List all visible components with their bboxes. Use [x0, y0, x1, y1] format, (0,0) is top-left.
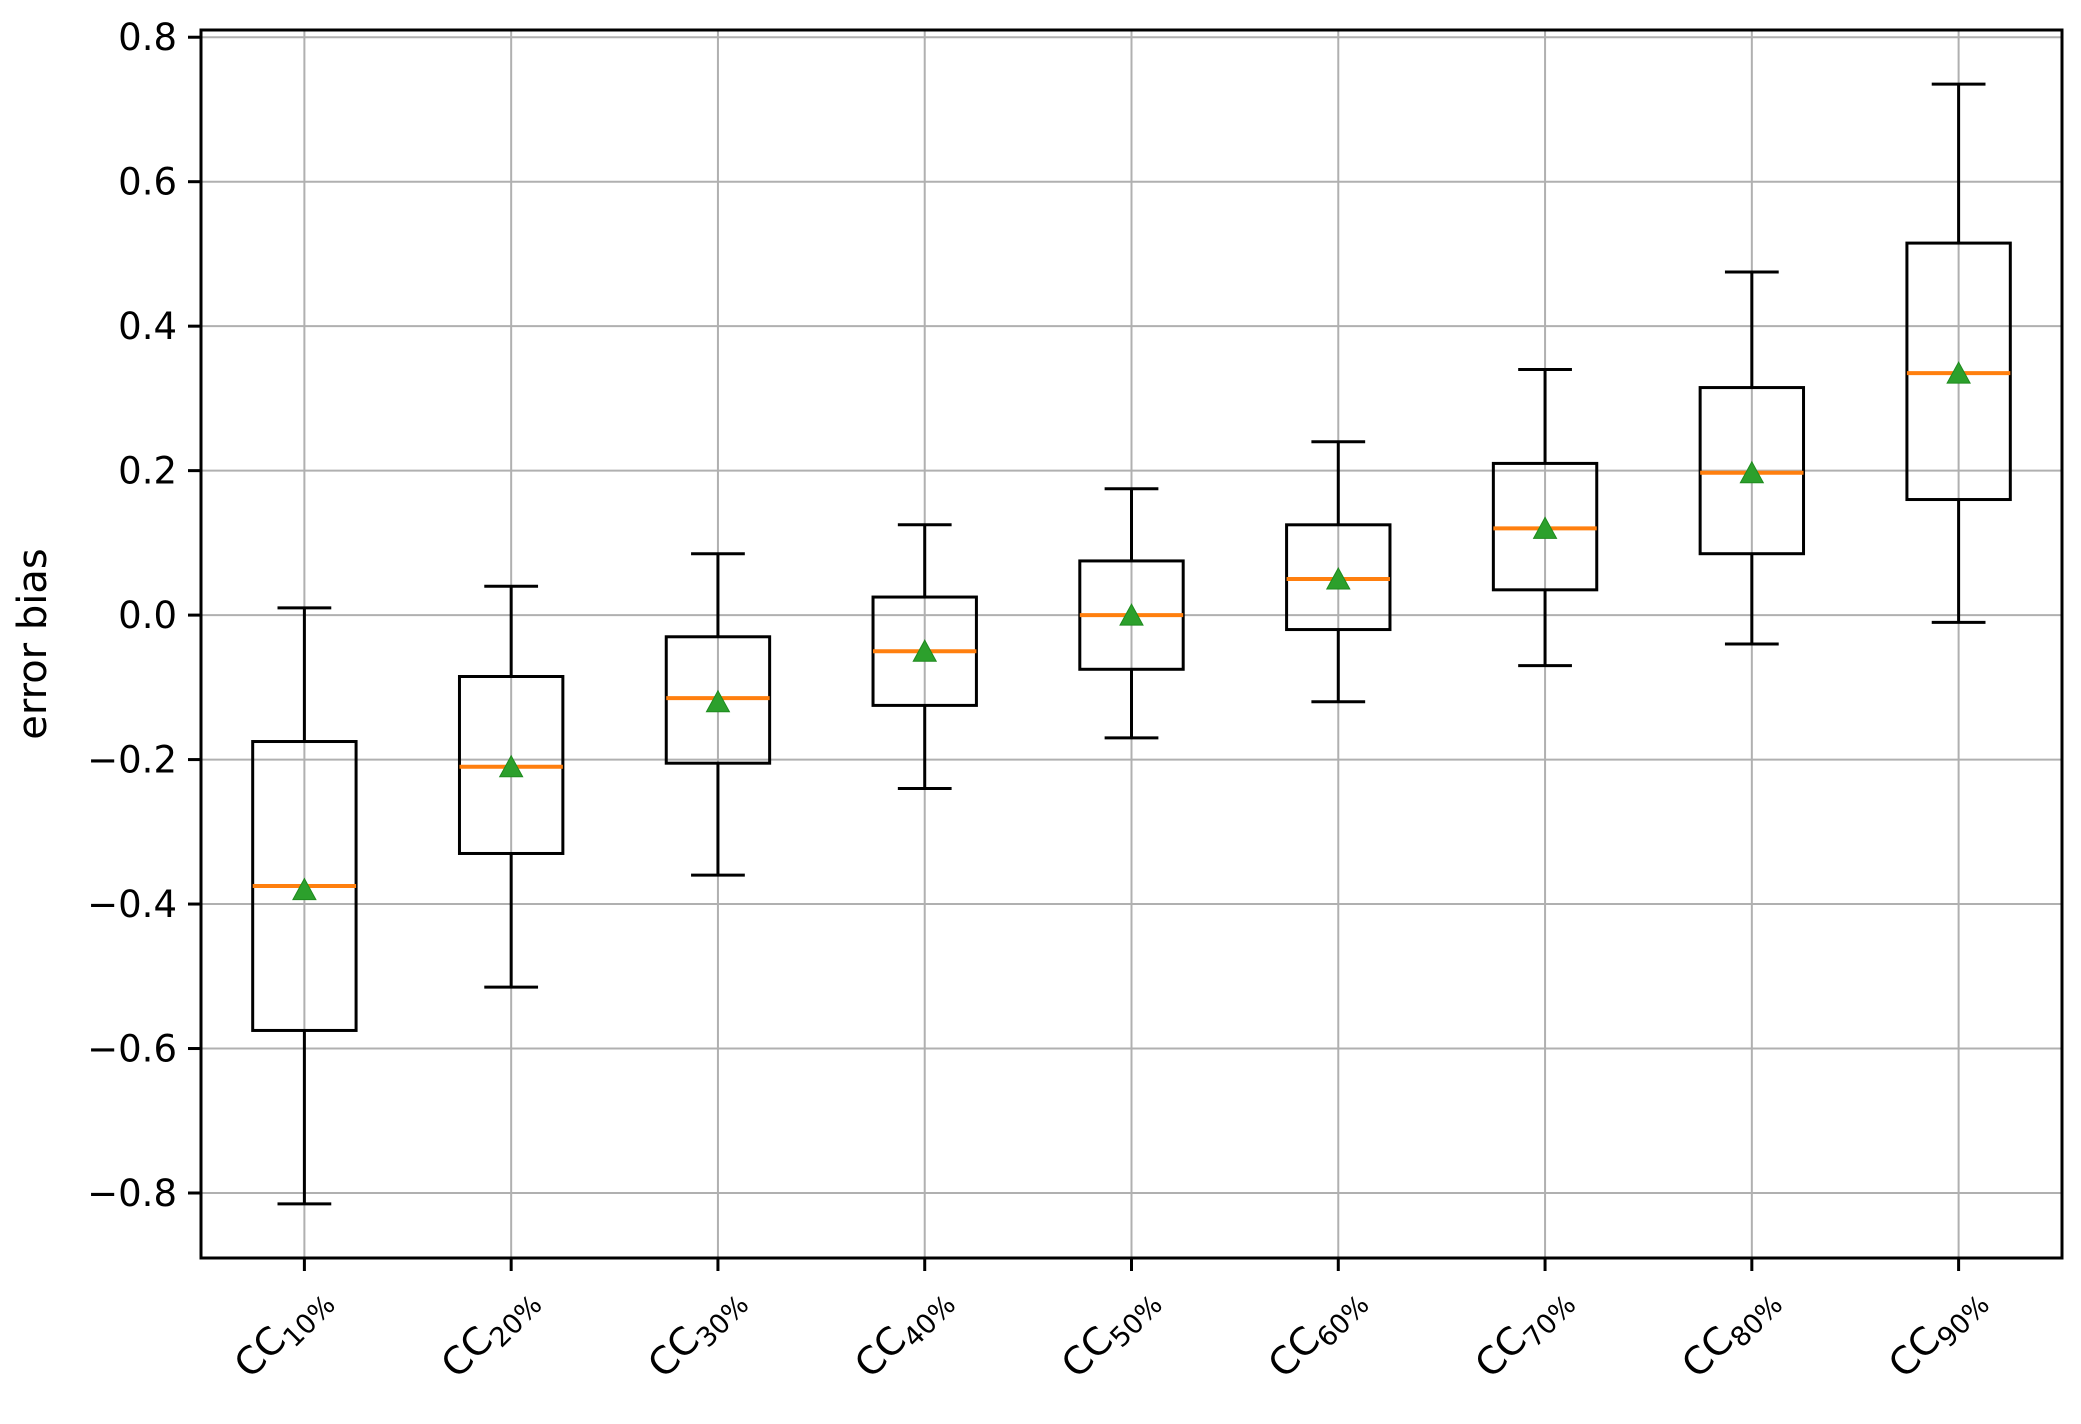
y-tick-label: −0.2: [87, 739, 177, 782]
box-group-CC70%: [1491, 368, 1599, 668]
mean-marker-icon: [292, 877, 317, 901]
mean-marker-icon: [1946, 361, 1971, 384]
box-group-CC80%: [1698, 270, 1806, 646]
x-tick-label-group: CC10%: [226, 1275, 342, 1391]
x-tick-label: CC70%: [1466, 1275, 1582, 1391]
x-tick-label-group: CC50%: [1053, 1275, 1169, 1391]
x-tick-label: CC20%: [432, 1275, 548, 1391]
y-tick-label: 0.6: [118, 161, 177, 204]
y-tick-label: 0.2: [118, 450, 177, 493]
box-group-CC40%: [871, 523, 978, 790]
box-group-CC10%: [251, 606, 358, 1206]
x-tick-label: CC30%: [639, 1275, 755, 1391]
y-tick-label: −0.6: [87, 1028, 177, 1071]
box-group-CC90%: [1905, 82, 2012, 624]
x-tick-label-group: CC40%: [846, 1275, 962, 1391]
x-tick-label-group: CC80%: [1673, 1275, 1789, 1391]
mean-marker-icon: [498, 754, 524, 778]
x-tick-label-group: CC30%: [639, 1275, 755, 1391]
box-group-CC20%: [457, 584, 565, 989]
x-tick-label-group: CC20%: [432, 1275, 548, 1391]
x-tick-label: CC10%: [226, 1275, 342, 1391]
mean-marker-icon: [912, 639, 938, 662]
y-tick-label: 0.4: [118, 305, 177, 348]
x-tick-label-group: CC60%: [1260, 1275, 1376, 1391]
mean-marker-icon: [1119, 603, 1144, 626]
mean-marker-icon: [1739, 460, 1765, 484]
mean-marker-icon: [705, 689, 731, 713]
y-axis-label: error bias: [10, 548, 56, 739]
x-tick-label-group: CC90%: [1880, 1275, 1996, 1391]
box-group-CC60%: [1285, 440, 1392, 704]
y-tick-label: 0.8: [118, 16, 177, 59]
iqr-box: [1698, 386, 1806, 556]
box-group-CC30%: [664, 552, 772, 877]
x-tick-label: CC40%: [846, 1275, 962, 1391]
mean-marker-icon: [1325, 566, 1351, 590]
y-tick-label: 0.0: [118, 594, 177, 637]
x-tick-label-group: CC70%: [1466, 1275, 1582, 1391]
box-group-CC50%: [1078, 487, 1185, 740]
y-tick-label: −0.4: [87, 883, 177, 926]
x-tick-label: CC60%: [1260, 1275, 1376, 1391]
x-tick-label: CC80%: [1673, 1275, 1789, 1391]
x-tick-label: CC50%: [1053, 1275, 1169, 1391]
y-tick-label: −0.8: [87, 1172, 177, 1215]
mean-marker-icon: [1532, 516, 1558, 539]
x-tick-label: CC90%: [1880, 1275, 1996, 1391]
